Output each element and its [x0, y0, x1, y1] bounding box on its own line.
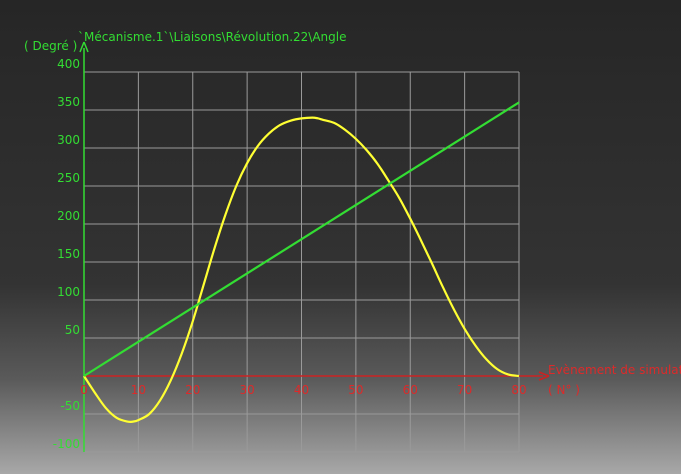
axes: [79, 41, 550, 452]
tick-labels: 0 10 20 30 40 50 60 70 80 -100 -50 50 100 150 200 250 30…: [53, 57, 527, 451]
y-tick-label: 200: [57, 209, 80, 223]
y-axis-label: ( Degré ): [24, 39, 77, 53]
y-tick-label: 350: [57, 95, 80, 109]
y-tick-label: -100: [53, 437, 80, 451]
x-tick-label: 30: [239, 383, 254, 397]
y-tick-label: 400: [57, 57, 80, 71]
x-axis-label: Evènement de simulation: [548, 363, 681, 377]
x-tick-label: 50: [348, 383, 363, 397]
x-tick-label: 20: [185, 383, 200, 397]
grid-lines: [84, 71, 520, 453]
y-axis-arrow-icon: [79, 41, 89, 53]
y-tick-label: 250: [57, 171, 80, 185]
chart-title: `Mécanisme.1`\Liaisons\Révolution.22\Ang…: [78, 30, 346, 44]
x-tick-label: 60: [403, 383, 418, 397]
x-tick-label: 40: [294, 383, 309, 397]
x-tick-label: 10: [131, 383, 146, 397]
y-tick-label: 300: [57, 133, 80, 147]
x-axis-arrow-icon: [538, 371, 550, 381]
series-line-2: [83, 101, 520, 377]
y-tick-label: 50: [65, 323, 80, 337]
series-lines: [83, 101, 520, 424]
y-tick-label: 100: [57, 285, 80, 299]
x-tick-label: 0: [80, 383, 88, 397]
x-tick-label: 80: [511, 383, 526, 397]
y-tick-label: 150: [57, 247, 80, 261]
x-tick-label: 70: [457, 383, 472, 397]
y-tick-label: -50: [60, 399, 80, 413]
x-axis-unit: ( N° ): [548, 383, 580, 397]
series-line-1: [83, 116, 520, 424]
